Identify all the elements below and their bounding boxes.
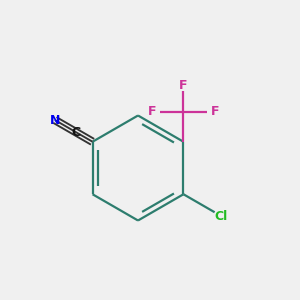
Text: Cl: Cl bbox=[214, 210, 227, 223]
Text: F: F bbox=[210, 105, 219, 118]
Text: F: F bbox=[148, 105, 157, 118]
Text: N: N bbox=[50, 113, 60, 127]
Text: C: C bbox=[71, 125, 80, 139]
Text: F: F bbox=[179, 79, 188, 92]
